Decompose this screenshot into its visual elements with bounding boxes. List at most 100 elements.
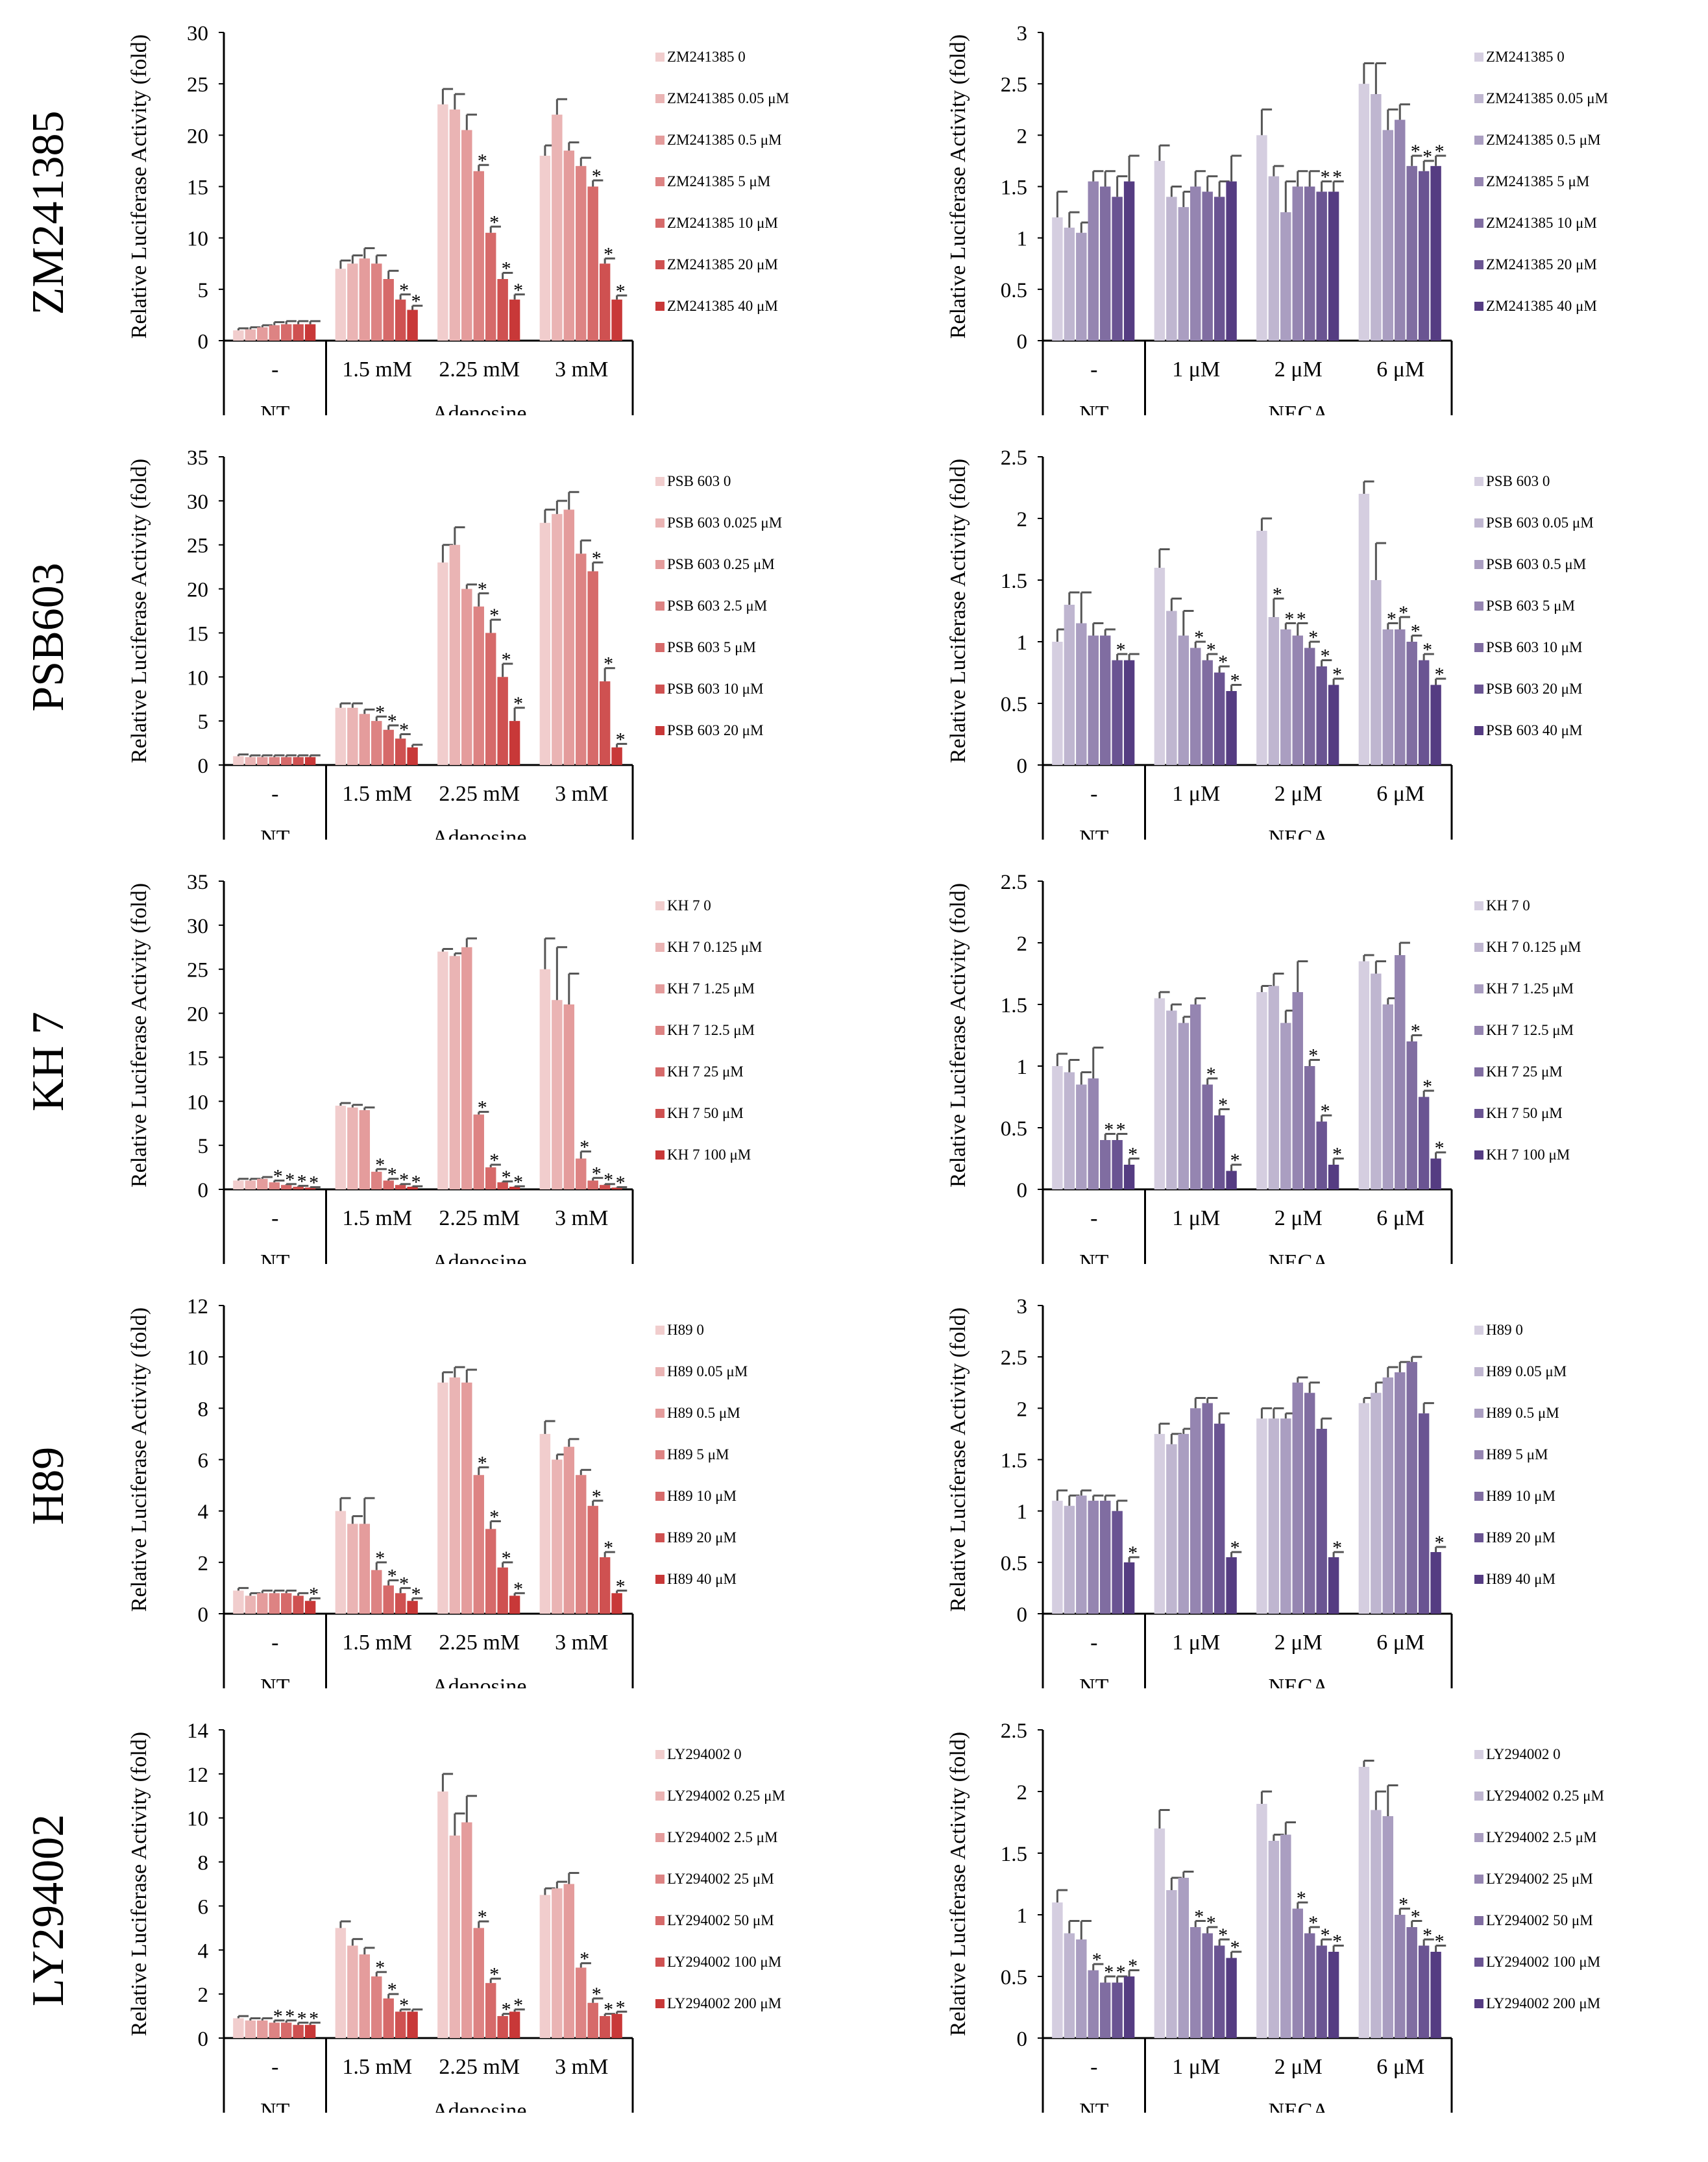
bar bbox=[1256, 1804, 1267, 2038]
significance-star: * bbox=[502, 649, 511, 670]
significance-star: * bbox=[1284, 609, 1294, 630]
bar bbox=[335, 1106, 347, 1189]
bar bbox=[552, 114, 563, 341]
x-group-label: NT bbox=[1079, 402, 1109, 415]
bar bbox=[1088, 181, 1099, 341]
x-tick-label: 1 μM bbox=[1172, 2055, 1220, 2079]
bar bbox=[497, 279, 508, 341]
legend-label: KH 7 0 bbox=[1486, 897, 1530, 914]
significance-star: * bbox=[1104, 1119, 1114, 1141]
x-tick-label: 1.5 mM bbox=[342, 2055, 412, 2079]
y-tick-label: 35 bbox=[187, 446, 208, 470]
x-group-label: NT bbox=[260, 402, 290, 415]
y-tick-label: 2.5 bbox=[1001, 73, 1027, 97]
x-tick-label: 2 μM bbox=[1275, 2055, 1323, 2079]
bar bbox=[1358, 1403, 1370, 1614]
bar bbox=[497, 677, 508, 765]
legend-swatch bbox=[655, 219, 665, 228]
bar bbox=[509, 1186, 520, 1189]
bar bbox=[257, 757, 268, 765]
bar bbox=[1256, 992, 1267, 1189]
x-group-label: Adenosine bbox=[432, 826, 526, 840]
bar bbox=[347, 707, 358, 765]
bar bbox=[359, 1524, 371, 1614]
bar bbox=[1214, 672, 1225, 765]
bar bbox=[473, 1928, 484, 2038]
bar bbox=[395, 299, 406, 341]
bar bbox=[611, 299, 622, 341]
bar bbox=[1064, 1933, 1075, 2038]
bar bbox=[473, 606, 484, 765]
significance-star: * bbox=[604, 1537, 613, 1559]
y-tick-label: 10 bbox=[187, 1808, 208, 1831]
significance-star: * bbox=[1206, 639, 1216, 661]
bar bbox=[1268, 1418, 1280, 1614]
significance-star: * bbox=[513, 693, 523, 714]
bar bbox=[473, 171, 484, 341]
bar bbox=[1256, 135, 1267, 341]
bar bbox=[1371, 973, 1382, 1189]
y-tick-label: 25 bbox=[187, 959, 208, 982]
significance-star: * bbox=[1422, 146, 1432, 167]
significance-star: * bbox=[502, 258, 511, 280]
y-tick-label: 1 bbox=[1017, 1056, 1028, 1079]
significance-star: * bbox=[1230, 1150, 1240, 1171]
bar bbox=[347, 1945, 358, 2038]
y-tick-label: 5 bbox=[198, 279, 209, 302]
bar bbox=[1406, 1362, 1417, 1614]
significance-star: * bbox=[1297, 609, 1306, 630]
bar bbox=[280, 324, 292, 341]
bar bbox=[1166, 197, 1177, 341]
legend-label: H89 0.05 μM bbox=[1486, 1363, 1567, 1379]
legend-swatch bbox=[1474, 1367, 1483, 1376]
y-tick-label: 14 bbox=[187, 1719, 208, 1743]
bar bbox=[293, 1186, 304, 1189]
bar bbox=[1190, 648, 1201, 765]
bar bbox=[1371, 1810, 1382, 2038]
legend-swatch bbox=[1474, 1533, 1483, 1542]
y-tick-label: 0 bbox=[198, 1603, 209, 1627]
significance-star: * bbox=[1411, 621, 1421, 642]
y-axis-label: Relative Luciferase Activity (fold) bbox=[127, 1732, 151, 2036]
x-group-label: NECA bbox=[1268, 1675, 1328, 1688]
bar bbox=[1190, 186, 1201, 341]
y-tick-label: 25 bbox=[187, 73, 208, 97]
legend-swatch bbox=[1474, 1958, 1483, 1967]
bar bbox=[269, 1182, 280, 1189]
bar bbox=[359, 1954, 371, 2038]
y-tick-label: 2.5 bbox=[1001, 446, 1027, 470]
bar bbox=[539, 1895, 551, 2038]
legend-label: KH 7 25 μM bbox=[1486, 1063, 1563, 1080]
bar bbox=[599, 681, 611, 765]
significance-star: * bbox=[1128, 1956, 1138, 1977]
bar bbox=[563, 151, 575, 341]
bar bbox=[1154, 998, 1165, 1189]
significance-star: * bbox=[1128, 1144, 1138, 1165]
legend-label: PSB 603 10 μM bbox=[1486, 639, 1582, 655]
y-tick-label: 0.5 bbox=[1001, 693, 1027, 716]
bar bbox=[1292, 635, 1303, 765]
legend-swatch bbox=[1474, 984, 1483, 993]
x-tick-label: 3 mM bbox=[555, 358, 608, 382]
y-tick-label: 0 bbox=[198, 2028, 209, 2051]
bar bbox=[1112, 660, 1123, 765]
legend-label: LY294002 0 bbox=[1486, 1746, 1561, 1762]
bar bbox=[245, 329, 256, 341]
bar bbox=[269, 325, 280, 341]
bar bbox=[587, 571, 598, 765]
significance-star: * bbox=[1206, 1912, 1216, 1934]
y-axis-label: Relative Luciferase Activity (fold) bbox=[946, 1307, 970, 1612]
significance-star: * bbox=[1308, 1045, 1318, 1067]
bar bbox=[1371, 1392, 1382, 1614]
legend-label: LY294002 2.5 μM bbox=[1486, 1829, 1596, 1845]
significance-star: * bbox=[309, 2008, 319, 2029]
bar bbox=[1406, 1041, 1417, 1189]
significance-star: * bbox=[1116, 1119, 1126, 1141]
bar bbox=[485, 1167, 496, 1189]
y-tick-label: 1 bbox=[1017, 1904, 1028, 1928]
legend-label: H89 5 μM bbox=[667, 1446, 729, 1463]
bar bbox=[1214, 1115, 1225, 1189]
bar bbox=[1256, 1418, 1267, 1614]
significance-star: * bbox=[478, 1452, 487, 1474]
bar bbox=[1214, 1424, 1225, 1614]
